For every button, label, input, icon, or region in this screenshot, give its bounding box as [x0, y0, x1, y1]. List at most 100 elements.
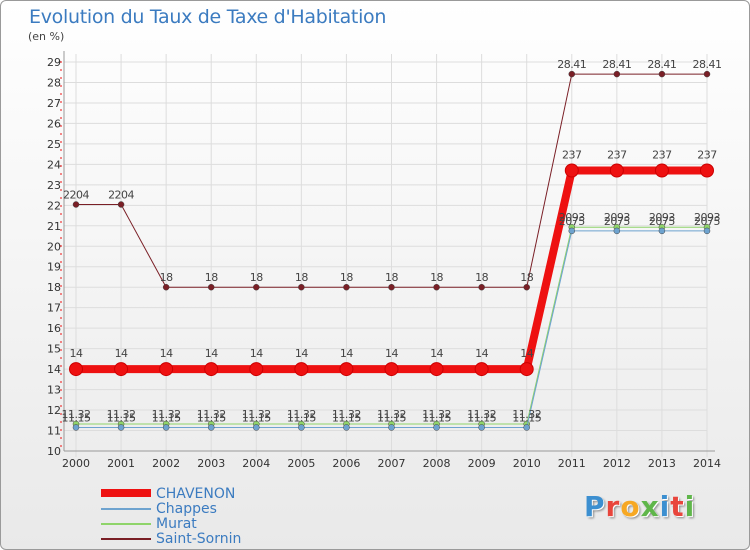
data-label-murat: 2093 — [604, 211, 630, 224]
x-tick-label: 2011 — [558, 457, 586, 470]
series-point-saint-sornin — [523, 283, 530, 291]
series-point-chavenon — [339, 362, 354, 377]
x-tick-label: 2010 — [513, 457, 541, 470]
data-label-murat: 11.32 — [107, 408, 136, 421]
data-label-chappes: 2075 — [604, 215, 630, 228]
series-point-saint-sornin — [253, 283, 260, 291]
legend-swatch-chappes — [101, 508, 151, 510]
series-point-saint-sornin — [568, 70, 576, 78]
y-tick-label: 18 — [47, 281, 61, 294]
data-label-saint-sornin: 2204 — [63, 188, 89, 201]
data-label-murat: 11.32 — [62, 408, 91, 421]
series-point-chappes — [523, 424, 530, 431]
y-tick-label: 29 — [47, 56, 61, 69]
series-point-saint-sornin — [207, 283, 215, 291]
series-point-chavenon — [609, 163, 624, 178]
data-label-saint-sornin: 28.41 — [557, 58, 586, 71]
series-point-chappes — [253, 424, 260, 431]
logo-letter: x — [640, 490, 660, 523]
y-tick-label: 17 — [47, 302, 61, 315]
y-tick-label: 24 — [47, 158, 61, 171]
x-tick-label: 2006 — [332, 457, 360, 470]
data-label-saint-sornin: 18 — [340, 271, 353, 284]
data-label-murat: 11.32 — [332, 408, 361, 421]
x-tick-label: 2005 — [287, 457, 315, 470]
y-tick-label: 13 — [47, 384, 61, 397]
x-tick-label: 2013 — [648, 457, 676, 470]
series-point-saint-sornin — [703, 70, 711, 78]
data-label-chavenon: 237 — [562, 149, 582, 162]
logo-letter: P — [584, 490, 606, 523]
data-label-chappes: 2075 — [649, 215, 675, 228]
series-point-chavenon — [159, 362, 174, 377]
proxiti-logo: Proxiti — [584, 490, 695, 523]
series-point-saint-sornin — [162, 283, 170, 291]
y-tick-label: 14 — [47, 363, 61, 376]
data-label-chappes: 11.15 — [377, 411, 406, 424]
y-tick-label: 23 — [47, 179, 61, 192]
data-label-murat: 11.32 — [152, 408, 181, 421]
data-label-murat: 2093 — [649, 211, 675, 224]
series-point-chappes — [207, 424, 215, 431]
legend-label-murat: Murat — [156, 516, 197, 532]
series-point-saint-sornin — [343, 283, 350, 291]
data-label-chappes: 2075 — [694, 215, 720, 228]
chart-title: Evolution du Taux de Taxe d'Habitation — [29, 6, 387, 28]
data-label-murat: 11.32 — [242, 408, 271, 421]
data-label-murat: 11.32 — [287, 408, 316, 421]
series-point-chavenon — [700, 163, 714, 178]
data-label-saint-sornin: 28.41 — [602, 58, 631, 71]
series-point-chappes — [703, 227, 711, 235]
data-label-chappes: 11.15 — [242, 411, 271, 424]
data-label-saint-sornin: 18 — [475, 271, 488, 284]
data-label-saint-sornin: 28.41 — [647, 58, 676, 71]
data-label-saint-sornin: 18 — [205, 271, 218, 284]
data-label-saint-sornin: 2204 — [108, 188, 134, 201]
data-label-chappes: 11.15 — [197, 411, 226, 424]
series-point-chappes — [478, 424, 485, 431]
data-label-chavenon: 14 — [115, 347, 128, 360]
y-tick-label: 10 — [47, 445, 61, 458]
x-tick-label: 2008 — [423, 457, 451, 470]
y-tick-label: 20 — [47, 240, 61, 253]
data-label-chavenon: 14 — [340, 347, 353, 360]
legend-label-chavenon: CHAVENON — [156, 486, 236, 502]
y-tick-label: 11 — [47, 425, 61, 438]
y-tick-label: 22 — [47, 199, 61, 212]
legend-swatch-murat — [101, 523, 151, 525]
data-label-saint-sornin: 18 — [295, 271, 308, 284]
series-point-saint-sornin — [298, 283, 305, 291]
data-label-saint-sornin: 18 — [160, 271, 173, 284]
x-tick-label: 2002 — [152, 457, 180, 470]
series-point-chavenon — [249, 362, 264, 377]
series-point-chappes — [343, 424, 350, 431]
legend-label-chappes: Chappes — [156, 501, 217, 517]
series-point-chavenon — [384, 362, 399, 377]
x-tick-label: 2001 — [107, 457, 135, 470]
data-label-murat: 11.32 — [197, 408, 226, 421]
data-label-saint-sornin: 18 — [385, 271, 398, 284]
y-axis-unit: (en %) — [28, 30, 65, 43]
legend-label-saint-sornin: Saint-Sornin — [156, 531, 242, 547]
series-point-chappes — [72, 424, 80, 431]
y-tick-label: 12 — [47, 404, 61, 417]
y-tick-label: 25 — [47, 138, 61, 151]
y-tick-label: 15 — [47, 343, 61, 356]
data-label-chappes: 11.15 — [62, 411, 91, 424]
series-point-chavenon — [114, 362, 129, 377]
series-point-saint-sornin — [658, 70, 666, 78]
series-point-chappes — [568, 227, 576, 235]
data-label-chappes: 11.15 — [107, 411, 136, 424]
logo-letter: o — [620, 490, 641, 523]
data-label-chavenon: 237 — [652, 149, 672, 162]
series-point-chappes — [433, 424, 440, 431]
data-label-chavenon: 14 — [430, 347, 443, 360]
series-point-chavenon — [519, 362, 534, 377]
series-point-chappes — [117, 424, 125, 431]
logo-letter: t — [670, 490, 685, 523]
series-point-chappes — [658, 227, 666, 235]
y-tick-label: 21 — [47, 220, 61, 233]
logo-letter: i — [659, 490, 671, 523]
